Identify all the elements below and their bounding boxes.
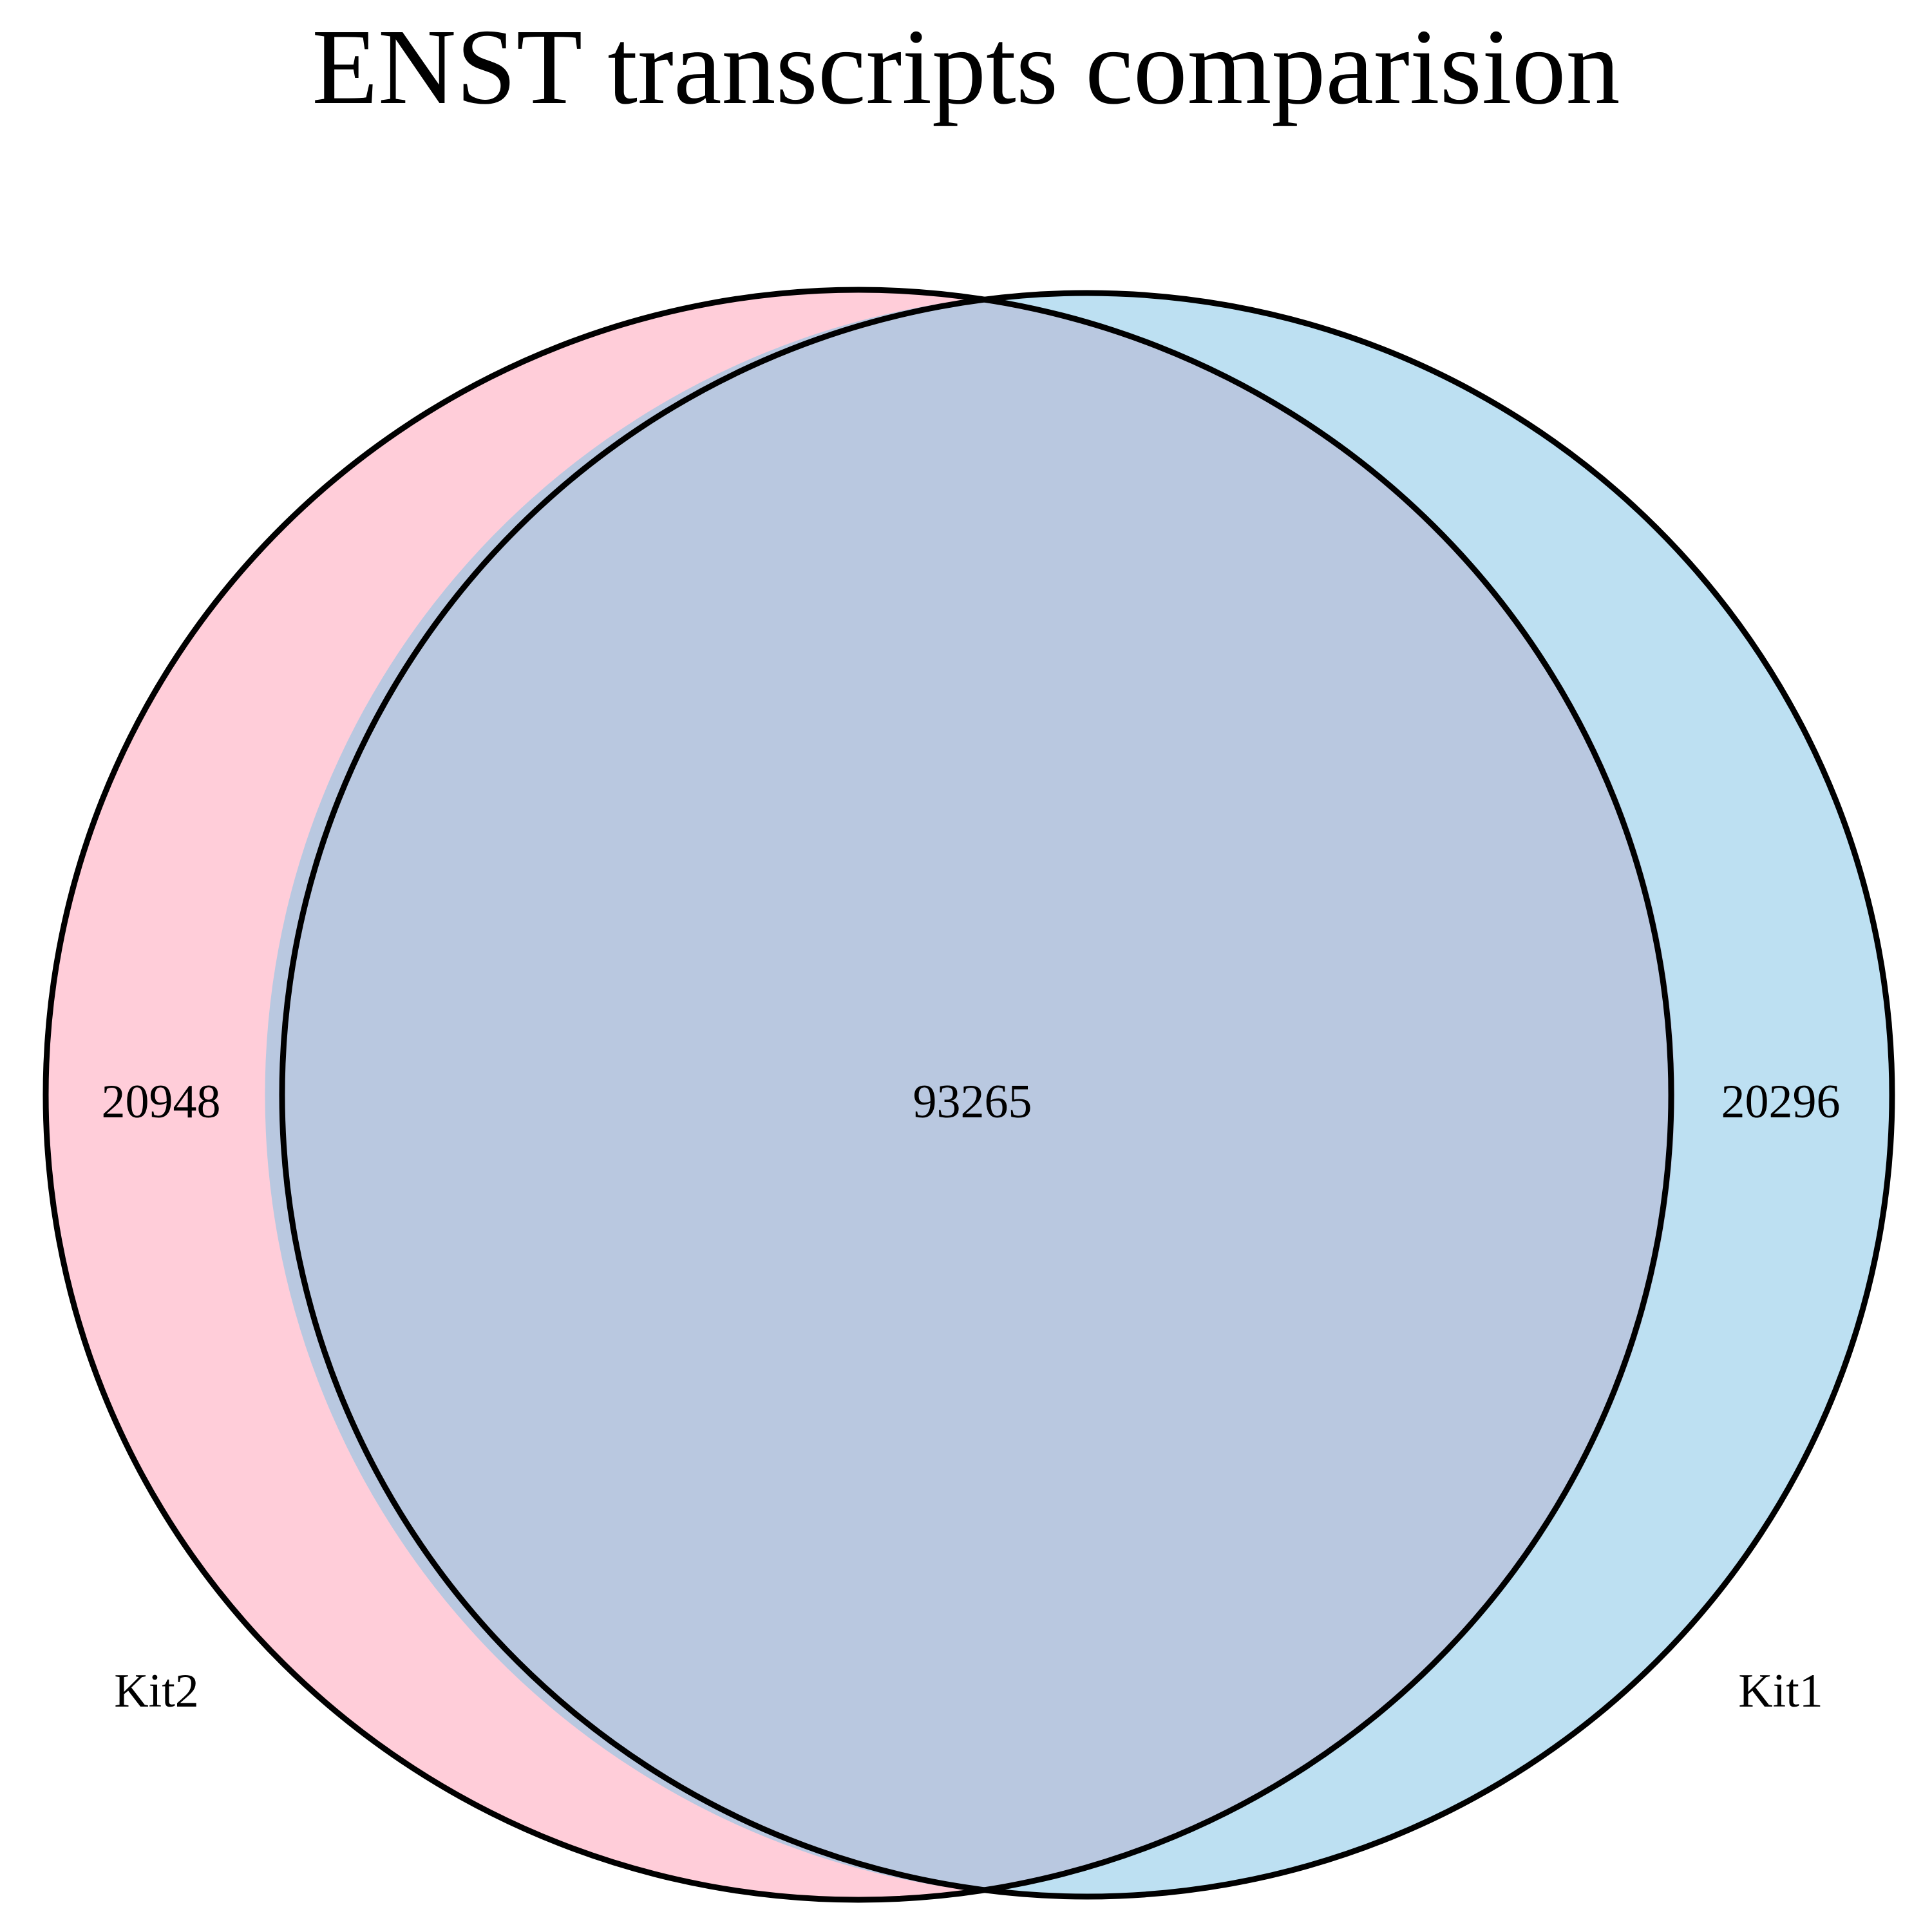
kit2-only-count: 20948 (102, 1075, 221, 1128)
kit1-set-label: Kit1 (1738, 1665, 1823, 1718)
kit2-set-label: Kit2 (114, 1665, 199, 1718)
overlap-count: 93265 (913, 1075, 1032, 1128)
kit1-only-count: 20296 (1721, 1075, 1841, 1128)
diagram-title: ENST transcripts comparision (312, 7, 1620, 127)
